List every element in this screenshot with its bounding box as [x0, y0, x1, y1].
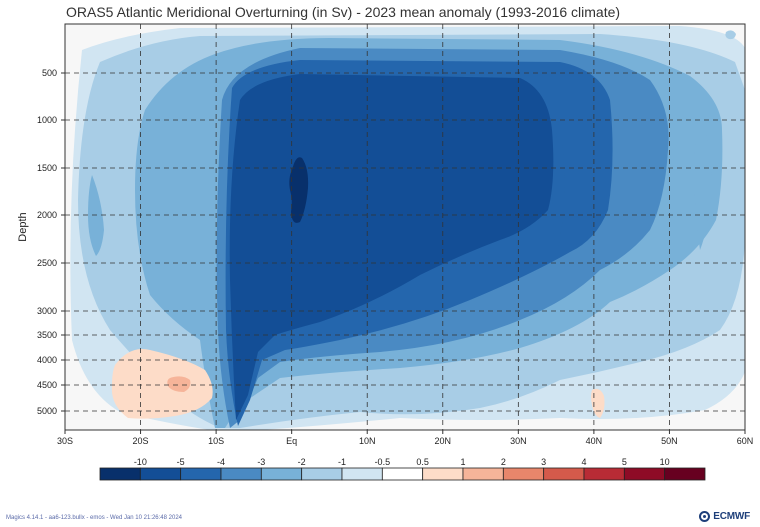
colorbar: -10 -5 -4 -3 -2 -1 -0.5 0.5 1 2 3 4 5 10 [99, 457, 706, 481]
colorbar-label: 1 [460, 457, 465, 467]
x-tick-label: 10S [208, 436, 224, 446]
colorbar-label: 4 [581, 457, 586, 467]
colorbar-swatch [583, 467, 625, 481]
footer-credit: Magics 4.14.1 - aa6-123.bullx - emos - W… [6, 515, 182, 521]
y-tick-label: 500 [42, 68, 57, 78]
plot-frame [64, 23, 746, 431]
y-axis: 500 1000 1500 2000 2500 3000 3500 4000 4500 5000 [37, 68, 65, 416]
colorbar-swatch [462, 467, 504, 481]
colorbar-label: 3 [541, 457, 546, 467]
colorbar-label: 2 [501, 457, 506, 467]
colorbar-swatch [422, 467, 464, 481]
x-tick-label: 20N [435, 436, 452, 446]
colorbar-swatch [220, 467, 262, 481]
y-tick-label: 1500 [37, 163, 57, 173]
colorbar-label: -3 [257, 457, 265, 467]
x-tick-label: 20S [133, 436, 149, 446]
x-tick-label: 50N [661, 436, 678, 446]
chart-title: ORAS5 Atlantic Meridional Overturning (i… [66, 4, 620, 20]
colorbar-label: -10 [134, 457, 147, 467]
contour-neg10 [289, 157, 309, 223]
colorbar-swatch [180, 467, 222, 481]
contour-streak-a [552, 120, 565, 260]
contour-pos05-north [591, 388, 605, 418]
x-tick-label: 30S [57, 436, 73, 446]
y-axis-label: Depth [17, 212, 29, 241]
x-tick-label: 10N [359, 436, 376, 446]
y-tick-label: 2500 [37, 258, 57, 268]
logo-text: ECMWF [713, 511, 750, 522]
x-tick-label: 60N [737, 436, 754, 446]
y-tick-label: 5000 [37, 406, 57, 416]
colorbar-label: -2 [298, 457, 306, 467]
y-tick-label: 1000 [37, 115, 57, 125]
colorbar-swatch [99, 467, 141, 481]
x-tick-label: Eq [286, 436, 297, 446]
colorbar-label: -1 [338, 457, 346, 467]
colorbar-swatch [623, 467, 666, 481]
colorbar-swatch [260, 467, 303, 481]
contour-pos1-south [167, 376, 191, 392]
y-tick-label: 4000 [37, 355, 57, 365]
grid [65, 24, 745, 430]
ecmwf-logo-icon [699, 511, 711, 522]
ecmwf-logo: ECMWF [699, 511, 750, 522]
colorbar-swatch [301, 467, 343, 481]
colorbar-label: -4 [217, 457, 225, 467]
contour-neg05-speck [725, 30, 736, 40]
colorbar-swatch [381, 467, 424, 481]
y-tick-label: 3000 [37, 306, 57, 316]
colorbar-swatch [664, 467, 706, 481]
colorbar-label: 0.5 [416, 457, 429, 467]
contour-streak-c [88, 175, 104, 256]
y-tick-label: 3500 [37, 330, 57, 340]
y-tick-label: 2000 [37, 210, 57, 220]
contour-neg5 [229, 74, 554, 420]
contour-pos05-south [111, 349, 213, 419]
colorbar-label: 5 [622, 457, 627, 467]
y-tick-label: 4500 [37, 380, 57, 390]
plot-area [64, 23, 746, 431]
anomaly-field [70, 26, 745, 430]
colorbar-swatch [341, 467, 383, 481]
colorbar-label: -0.5 [375, 457, 391, 467]
colorbar-swatch [543, 467, 585, 481]
colorbar-swatch [139, 467, 182, 481]
colorbar-label: 10 [660, 457, 670, 467]
x-axis: 30S 20S 10S Eq 10N 20N 30N 40N 50N 60N [57, 430, 753, 446]
x-tick-label: 40N [586, 436, 603, 446]
colorbar-swatch [502, 467, 545, 481]
x-tick-label: 30N [510, 436, 527, 446]
colorbar-label: -5 [177, 457, 185, 467]
